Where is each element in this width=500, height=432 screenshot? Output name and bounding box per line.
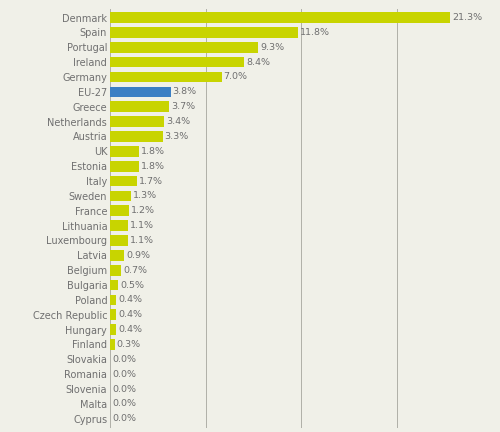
Bar [110, 324, 116, 335]
Bar [110, 146, 138, 157]
Text: 1.3%: 1.3% [132, 191, 157, 200]
Text: 11.8%: 11.8% [300, 28, 330, 37]
Bar [110, 295, 116, 305]
Bar [110, 57, 244, 67]
Bar [110, 250, 124, 260]
Bar [110, 102, 169, 112]
Text: 0.0%: 0.0% [112, 355, 136, 364]
Text: 3.3%: 3.3% [164, 132, 189, 141]
Bar [110, 339, 115, 350]
Text: 0.4%: 0.4% [118, 295, 142, 305]
Bar [110, 235, 128, 246]
Text: 0.5%: 0.5% [120, 280, 144, 289]
Text: 1.2%: 1.2% [131, 206, 155, 215]
Bar [110, 265, 121, 276]
Text: 0.0%: 0.0% [112, 384, 136, 394]
Text: 0.3%: 0.3% [116, 340, 141, 349]
Bar [110, 176, 137, 186]
Bar [110, 220, 128, 231]
Text: 8.4%: 8.4% [246, 57, 270, 67]
Bar [110, 131, 162, 142]
Text: 1.7%: 1.7% [139, 177, 163, 185]
Bar [110, 86, 170, 97]
Bar [110, 161, 138, 172]
Bar [110, 309, 116, 320]
Bar [110, 12, 450, 23]
Bar [110, 191, 130, 201]
Text: 0.9%: 0.9% [126, 251, 150, 260]
Text: 0.0%: 0.0% [112, 414, 136, 423]
Bar [110, 42, 258, 53]
Text: 7.0%: 7.0% [224, 73, 248, 82]
Text: 0.0%: 0.0% [112, 370, 136, 379]
Text: 1.8%: 1.8% [140, 147, 164, 156]
Text: 1.8%: 1.8% [140, 162, 164, 171]
Text: 3.8%: 3.8% [172, 87, 197, 96]
Bar [110, 280, 118, 290]
Text: 1.1%: 1.1% [130, 221, 154, 230]
Bar [110, 116, 164, 127]
Bar [110, 27, 298, 38]
Text: 0.7%: 0.7% [123, 266, 147, 275]
Text: 9.3%: 9.3% [260, 43, 284, 52]
Text: 3.4%: 3.4% [166, 117, 190, 126]
Text: 0.4%: 0.4% [118, 310, 142, 319]
Text: 0.4%: 0.4% [118, 325, 142, 334]
Text: 0.0%: 0.0% [112, 400, 136, 408]
Text: 21.3%: 21.3% [452, 13, 482, 22]
Bar [110, 205, 129, 216]
Text: 1.1%: 1.1% [130, 236, 154, 245]
Text: 3.7%: 3.7% [171, 102, 195, 111]
Bar [110, 72, 222, 83]
